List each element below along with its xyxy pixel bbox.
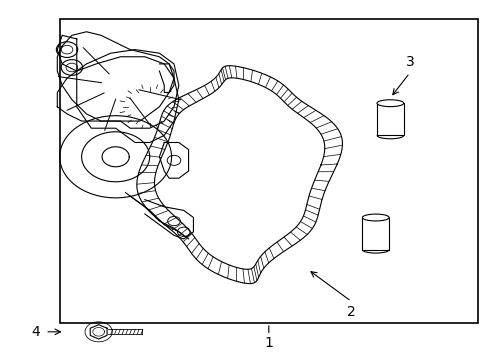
Bar — [376, 103, 403, 135]
Ellipse shape — [362, 214, 388, 221]
Text: 1: 1 — [264, 336, 273, 350]
Bar — [362, 217, 388, 249]
Text: 4: 4 — [31, 325, 40, 339]
Text: 2: 2 — [346, 305, 355, 319]
Text: 3: 3 — [405, 55, 413, 69]
Bar — [60, 19, 477, 323]
Ellipse shape — [376, 100, 403, 107]
